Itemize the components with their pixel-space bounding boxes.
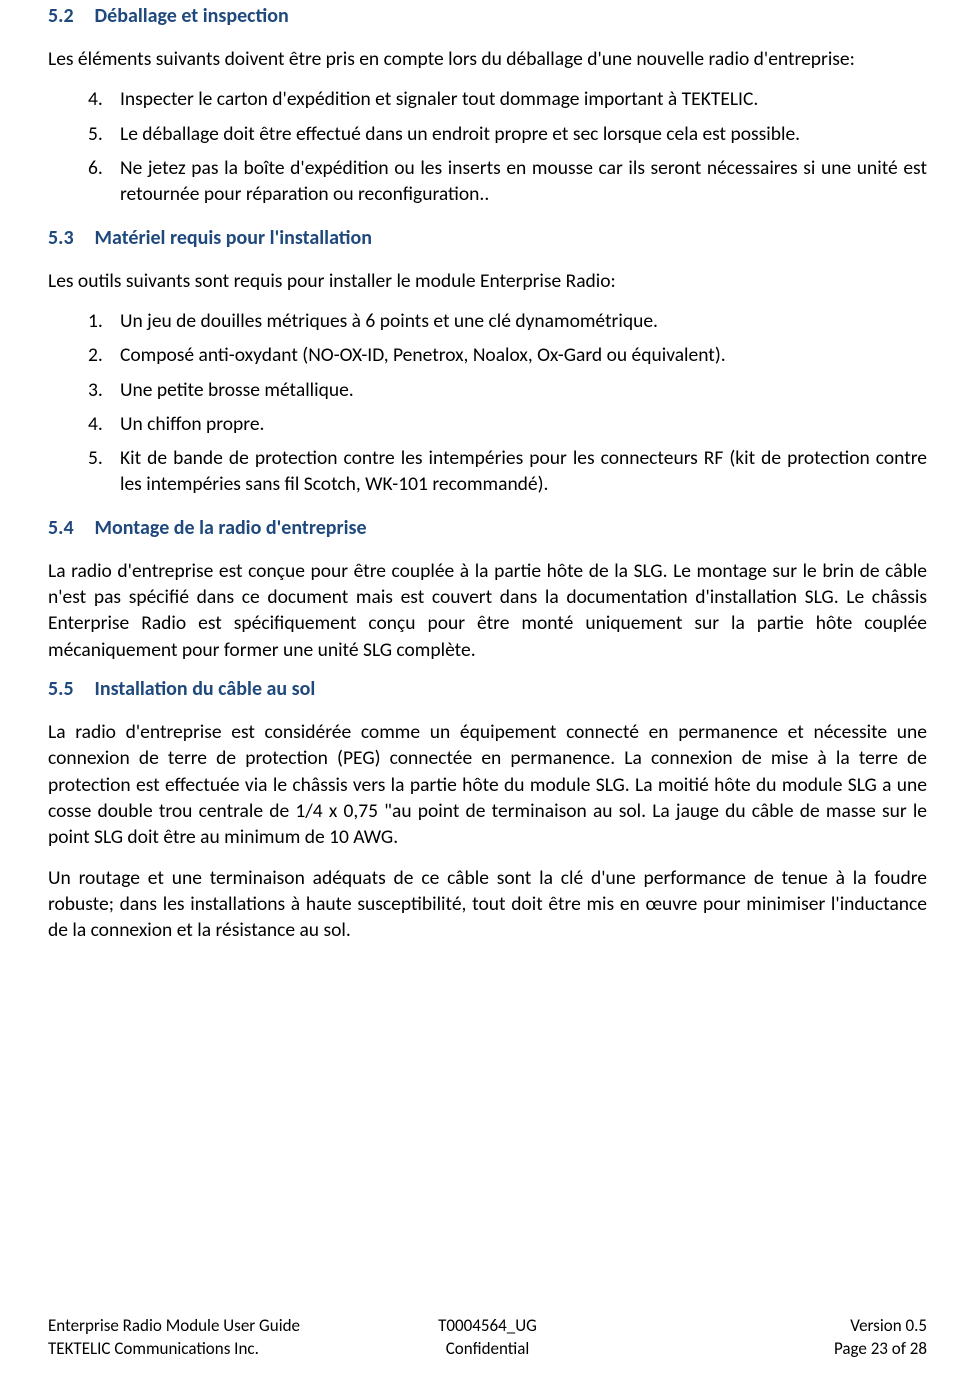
footer-page-number: Page 23 of 28 bbox=[634, 1338, 927, 1361]
list-item-text: Une petite brosse métallique. bbox=[120, 378, 354, 402]
heading-5-2: 5.2 Déballage et inspection bbox=[48, 4, 927, 28]
heading-title: Matériel requis pour l'installation bbox=[95, 226, 372, 250]
list-marker: 3. bbox=[88, 377, 103, 403]
list-item: 2. Composé anti-oxydant (NO-OX-ID, Penetr… bbox=[88, 342, 927, 368]
list-item-text: Inspecter le carton d'expédition et sign… bbox=[120, 87, 758, 111]
heading-number: 5.2 bbox=[48, 4, 90, 28]
list-marker: 2. bbox=[88, 342, 103, 368]
heading-5-5: 5.5 Installation du câble au sol bbox=[48, 677, 927, 701]
list-item-text: Un chiffon propre. bbox=[120, 412, 264, 436]
list-5-3: 1. Un jeu de douilles métriques à 6 point… bbox=[88, 308, 927, 498]
list-item-text: Kit de bande de protection contre les in… bbox=[120, 446, 927, 496]
heading-5-3: 5.3 Matériel requis pour l'installation bbox=[48, 226, 927, 250]
list-marker: 4. bbox=[88, 86, 103, 112]
list-item: 3. Une petite brosse métallique. bbox=[88, 377, 927, 403]
list-5-2: 4. Inspecter le carton d'expédition et si… bbox=[88, 86, 927, 207]
footer-confidential: Confidential bbox=[341, 1338, 634, 1361]
list-marker: 4. bbox=[88, 411, 103, 437]
list-item-text: Ne jetez pas la boîte d'expédition ou le… bbox=[120, 156, 927, 206]
intro-5-2: Les éléments suivants doivent être pris … bbox=[48, 46, 927, 72]
heading-number: 5.3 bbox=[48, 226, 90, 250]
body-5-5-p2: Un routage et une terminaison adéquats d… bbox=[48, 865, 927, 944]
heading-number: 5.5 bbox=[48, 677, 90, 701]
heading-number: 5.4 bbox=[48, 516, 90, 540]
intro-5-3: Les outils suivants sont requis pour ins… bbox=[48, 268, 927, 294]
body-5-5-p1: La radio d'entreprise est considérée com… bbox=[48, 719, 927, 851]
footer-version: Version 0.5 bbox=[634, 1315, 927, 1338]
heading-title: Installation du câble au sol bbox=[95, 677, 316, 701]
list-item: 5. Le déballage doit être effectué dans u… bbox=[88, 121, 927, 147]
list-item: 4. Inspecter le carton d'expédition et si… bbox=[88, 86, 927, 112]
footer-doc-title: Enterprise Radio Module User Guide bbox=[48, 1315, 341, 1338]
footer-doc-id: T0004564_UG bbox=[341, 1315, 634, 1338]
heading-title: Montage de la radio d'entreprise bbox=[95, 516, 367, 540]
list-item-text: Composé anti-oxydant (NO-OX-ID, Penetrox… bbox=[120, 343, 726, 367]
list-item: 4. Un chiffon propre. bbox=[88, 411, 927, 437]
footer-company: TEKTELIC Communications Inc. bbox=[48, 1338, 341, 1361]
list-item: 6. Ne jetez pas la boîte d'expédition ou … bbox=[88, 155, 927, 208]
heading-5-4: 5.4 Montage de la radio d'entreprise bbox=[48, 516, 927, 540]
list-item: 1. Un jeu de douilles métriques à 6 point… bbox=[88, 308, 927, 334]
list-marker: 5. bbox=[88, 121, 103, 147]
heading-title: Déballage et inspection bbox=[95, 4, 289, 28]
list-item-text: Le déballage doit être effectué dans un … bbox=[120, 122, 800, 146]
page-footer: Enterprise Radio Module User Guide T0004… bbox=[48, 1315, 927, 1361]
footer-row-1: Enterprise Radio Module User Guide T0004… bbox=[48, 1315, 927, 1338]
list-marker: 1. bbox=[88, 308, 103, 334]
list-marker: 5. bbox=[88, 445, 103, 471]
footer-row-2: TEKTELIC Communications Inc. Confidentia… bbox=[48, 1338, 927, 1361]
list-item-text: Un jeu de douilles métriques à 6 points … bbox=[120, 309, 658, 333]
page-content: 5.2 Déballage et inspection Les éléments… bbox=[0, 4, 975, 944]
list-marker: 6. bbox=[88, 155, 103, 181]
list-item: 5. Kit de bande de protection contre les … bbox=[88, 445, 927, 498]
body-5-4: La radio d'entreprise est conçue pour êt… bbox=[48, 558, 927, 663]
